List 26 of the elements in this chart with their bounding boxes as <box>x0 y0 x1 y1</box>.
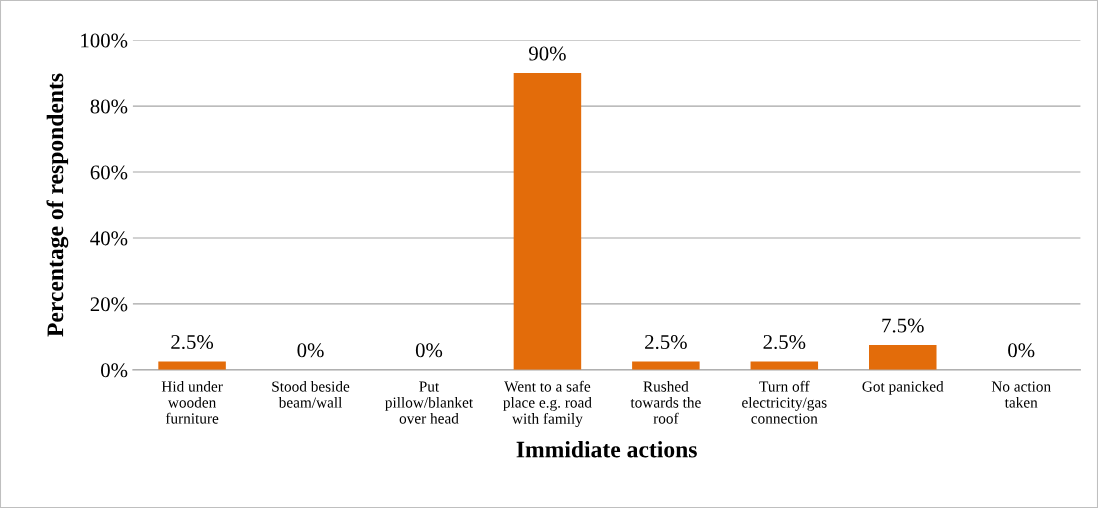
data-label: 90% <box>529 46 566 61</box>
y-tick-label: 20% <box>90 297 128 312</box>
y-tick-label: 60% <box>90 165 128 180</box>
data-label: 2.5% <box>645 334 687 350</box>
x-axis-title: Immidiate actions <box>516 440 697 458</box>
x-tick-label: Put pillow/blanket over head <box>385 381 474 424</box>
x-tick-label: Hid under wooden furniture <box>161 380 223 424</box>
y-axis-title: Percentage of respondents <box>46 73 69 337</box>
x-tick-label: Got panicked <box>862 380 944 395</box>
y-tick-label: 0% <box>101 363 128 378</box>
data-label: 2.5% <box>171 334 214 350</box>
x-tick-label: No action taken <box>991 381 1051 408</box>
bar <box>869 345 937 370</box>
data-label: 7.5% <box>882 318 924 333</box>
y-tick-label: 100% <box>81 33 128 48</box>
data-label: 0% <box>415 343 443 358</box>
x-tick-label: Turn off electricity/gas connection <box>742 380 827 424</box>
y-tick-label: 40% <box>90 231 128 246</box>
x-tick-label: Went to a safe place e.g. road with family <box>503 380 592 428</box>
x-tick-label: Rushed towards the roof <box>630 380 701 424</box>
x-tick-label: Stood beside beam/wall <box>272 380 350 408</box>
bar <box>513 73 582 370</box>
data-label: 2.5% <box>763 334 806 350</box>
data-label: 0% <box>297 343 324 358</box>
y-tick-label: 80% <box>90 99 128 114</box>
data-label: 0% <box>1008 343 1035 358</box>
